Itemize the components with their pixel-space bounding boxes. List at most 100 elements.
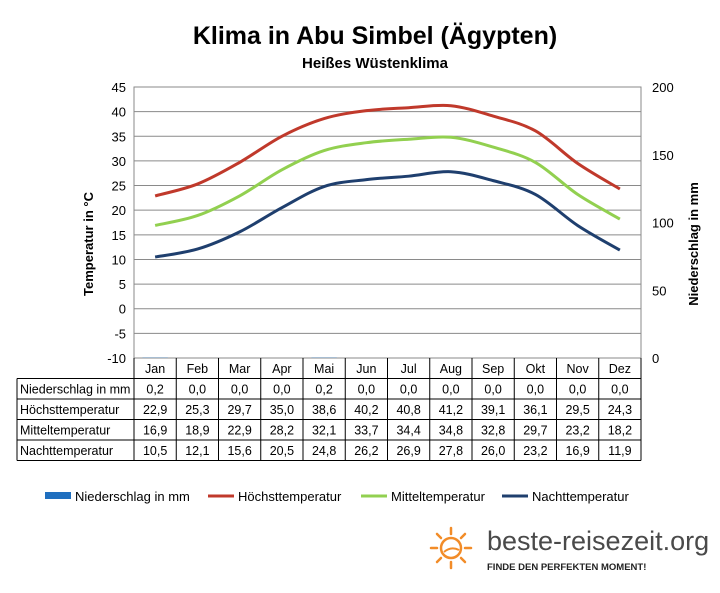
table-cell: 29,5 bbox=[565, 403, 589, 417]
table-cell: 20,5 bbox=[270, 444, 294, 458]
y-tick-label: -10 bbox=[107, 351, 126, 366]
table-row-label: Niederschlag in mm bbox=[20, 383, 130, 397]
legend-swatch bbox=[45, 492, 71, 499]
chart-title: Klima in Abu Simbel (Ägypten) bbox=[193, 22, 557, 50]
nachttemperatur-line bbox=[154, 170, 621, 259]
table-cell: 40,2 bbox=[354, 403, 378, 417]
y2-tick-label: 50 bbox=[652, 283, 666, 298]
table-cell: 10,5 bbox=[143, 444, 167, 458]
table-cell: 0,0 bbox=[527, 383, 544, 397]
x-tick-label: Mar bbox=[229, 362, 251, 376]
y-tick-label: -5 bbox=[114, 326, 126, 341]
y-tick-label: 15 bbox=[112, 228, 126, 243]
x-tick-label: Sep bbox=[482, 362, 504, 376]
table-cell: 0,0 bbox=[358, 383, 375, 397]
table-cell: 23,2 bbox=[523, 444, 547, 458]
table-cell: 15,6 bbox=[227, 444, 251, 458]
table-cell: 0,0 bbox=[231, 383, 248, 397]
x-tick-label: Apr bbox=[272, 362, 291, 376]
data-table: Jan Feb Mar Apr Mai Jun Jul Aug Sep Okt Nov Dez Nied… bbox=[16, 358, 642, 461]
legend: Niederschlag in mm Höchsttemperatur Mittel… bbox=[45, 489, 629, 504]
y-tick-label: 45 bbox=[112, 80, 126, 95]
y-axis-label: Temperatur in °C bbox=[81, 191, 96, 296]
x-tick-label: Mai bbox=[314, 362, 334, 376]
table-cell: 0,2 bbox=[315, 383, 332, 397]
legend-entry: Niederschlag in mm bbox=[75, 489, 190, 504]
table-cell: 24,3 bbox=[608, 403, 632, 417]
table-cell: 32,1 bbox=[312, 424, 336, 438]
y2-tick-label: 100 bbox=[652, 216, 674, 231]
brand-name: beste-reisezeit.org bbox=[487, 526, 709, 556]
table-cell: 34,4 bbox=[396, 424, 420, 438]
table-cell: 27,8 bbox=[439, 444, 463, 458]
table-cell: 23,2 bbox=[565, 424, 589, 438]
x-tick-label: Okt bbox=[526, 362, 546, 376]
table-cell: 16,9 bbox=[143, 424, 167, 438]
table-cell: 16,9 bbox=[565, 444, 589, 458]
x-tick-label: Dez bbox=[609, 362, 631, 376]
table-cell: 18,9 bbox=[185, 424, 209, 438]
table-cell: 25,3 bbox=[185, 403, 209, 417]
gridlines bbox=[134, 86, 641, 359]
table-cell: 26,9 bbox=[396, 444, 420, 458]
sun-icon bbox=[429, 526, 473, 570]
y-tick-label: 35 bbox=[112, 129, 126, 144]
table-row-label: Nachttemperatur bbox=[20, 444, 113, 458]
brand-logo: beste-reisezeit.org FINDE DEN PERFEKTEN … bbox=[429, 526, 709, 573]
x-tick-label: Jan bbox=[145, 362, 165, 376]
table-cell: 35,0 bbox=[270, 403, 294, 417]
table-cell: 33,7 bbox=[354, 424, 378, 438]
table-cell: 12,1 bbox=[185, 444, 209, 458]
x-tick-label: Aug bbox=[440, 362, 462, 376]
y2-tick-label: 200 bbox=[652, 80, 674, 95]
table-cell: 18,2 bbox=[608, 424, 632, 438]
y-tick-label: 10 bbox=[112, 252, 126, 267]
h-chsttemperatur-line bbox=[154, 103, 621, 198]
table-cell: 0,0 bbox=[273, 383, 290, 397]
mitteltemperatur-line bbox=[154, 135, 621, 227]
y-tick-label: 30 bbox=[112, 154, 126, 169]
table-cell: 0,0 bbox=[442, 383, 459, 397]
x-tick-label: Jul bbox=[401, 362, 417, 376]
x-tick-label: Feb bbox=[187, 362, 209, 376]
table-cell: 0,0 bbox=[484, 383, 501, 397]
table-cell: 28,2 bbox=[270, 424, 294, 438]
table-cell: 41,2 bbox=[439, 403, 463, 417]
x-tick-label: Jun bbox=[356, 362, 376, 376]
table-cell: 26,0 bbox=[481, 444, 505, 458]
table-cell: 22,9 bbox=[143, 403, 167, 417]
table-cell: 24,8 bbox=[312, 444, 336, 458]
y-tick-label: 25 bbox=[112, 179, 126, 194]
legend-entry: Höchsttemperatur bbox=[238, 489, 342, 504]
table-cell: 26,2 bbox=[354, 444, 378, 458]
table-cell: 29,7 bbox=[523, 424, 547, 438]
table-cell: 29,7 bbox=[227, 403, 251, 417]
y-tick-label: 40 bbox=[112, 105, 126, 120]
series-lines bbox=[142, 103, 621, 358]
table-cell: 0,0 bbox=[611, 383, 628, 397]
table-cell: 0,2 bbox=[146, 383, 163, 397]
y-tick-label: 5 bbox=[119, 277, 126, 292]
table-cell: 0,0 bbox=[400, 383, 417, 397]
y2-tick-label: 0 bbox=[652, 351, 659, 366]
table-cell: 32,8 bbox=[481, 424, 505, 438]
legend-entry: Nachttemperatur bbox=[532, 489, 629, 504]
table-cell: 22,9 bbox=[227, 424, 251, 438]
chart-subtitle: Heißes Wüstenklima bbox=[302, 55, 449, 72]
table-cell: 38,6 bbox=[312, 403, 336, 417]
table-cell: 40,8 bbox=[396, 403, 420, 417]
table-cell: 0,0 bbox=[569, 383, 586, 397]
brand-slogan: FINDE DEN PERFEKTEN MOMENT! bbox=[487, 562, 646, 573]
y2-tick-label: 150 bbox=[652, 148, 674, 163]
table-cell: 34,8 bbox=[439, 424, 463, 438]
table-cell: 11,9 bbox=[608, 444, 631, 458]
y-tick-label: 20 bbox=[112, 203, 126, 218]
plot-area bbox=[133, 86, 642, 359]
table-cell: 39,1 bbox=[481, 403, 505, 417]
legend-entry: Mitteltemperatur bbox=[391, 489, 486, 504]
table-cell: 36,1 bbox=[523, 403, 547, 417]
table-cell: 0,0 bbox=[189, 383, 206, 397]
